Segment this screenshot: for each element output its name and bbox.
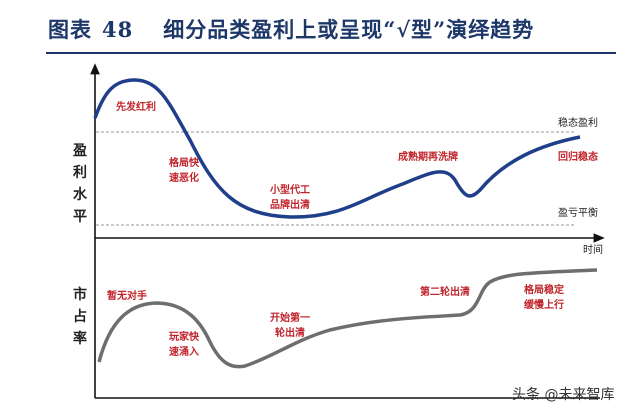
annotation-players-flood-in: 玩家快 速涌入	[169, 332, 199, 358]
annotation-no-rivals: 暂无对手	[107, 291, 147, 302]
annotation-rapid-deterioration: 格局快 速恶化	[169, 158, 199, 184]
annotation-stable-slow-rise: 格局稳定 缓慢上行	[524, 285, 564, 311]
top-x-axis-label: 时间	[583, 245, 603, 256]
top-y-axis-label: 盈利水平	[73, 143, 87, 225]
profit-curve	[93, 78, 581, 219]
title-text: 细分品类盈利上或呈现“√型”演绎趋势	[163, 17, 535, 42]
market-share-curve	[97, 268, 598, 369]
annotation-mature-reshuffle: 成熟期再洗牌	[398, 152, 458, 163]
annotation-first-shakeout: 开始第一 轮出清	[270, 313, 310, 339]
breakeven-label: 盈亏平衡	[558, 208, 598, 219]
watermark: 头条 @未来智库	[512, 387, 615, 403]
annotation-return-steady: 回归稳态	[558, 152, 598, 163]
title-prefix: 图表	[48, 17, 92, 42]
steady-profit-label: 稳态盈利	[558, 118, 598, 129]
annotation-second-shakeout: 第二轮出清	[420, 287, 470, 298]
figure-title: 图表 48 细分品类盈利上或呈现“√型”演绎趋势	[48, 14, 534, 44]
bottom-y-axis-label: 市占率	[73, 287, 87, 347]
title-number: 48	[102, 17, 134, 42]
annotation-first-mover: 先发红利	[116, 102, 156, 113]
title-underline	[46, 52, 616, 54]
annotation-small-brands-exit: 小型代工 品牌出清	[270, 185, 310, 211]
